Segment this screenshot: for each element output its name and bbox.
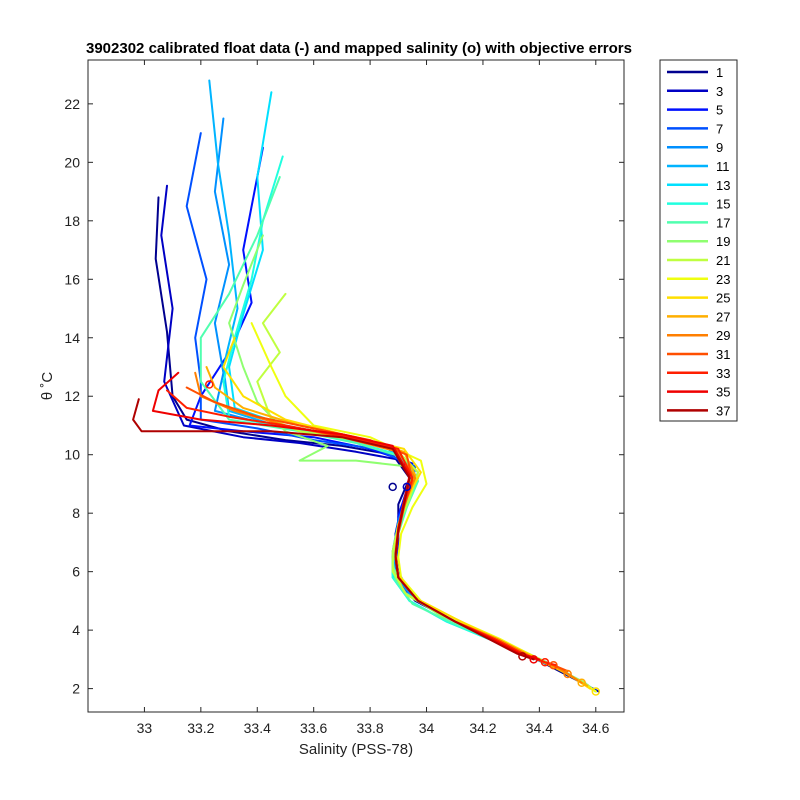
legend-label-13: 13 (716, 178, 730, 193)
y-tick-label: 6 (72, 564, 80, 580)
mapped-salinity-marker (402, 482, 412, 492)
legend-label-37: 37 (716, 403, 730, 418)
x-tick-label: 34.4 (526, 720, 553, 736)
mapped-salinity-marker (563, 669, 572, 679)
legend-label-27: 27 (716, 309, 730, 324)
x-tick-label: 34.6 (582, 720, 609, 736)
y-tick-label: 16 (64, 271, 80, 287)
x-tick-label: 33.2 (187, 720, 214, 736)
y-tick-label: 10 (64, 447, 80, 463)
legend-label-7: 7 (716, 121, 723, 136)
mapped-salinity-marker (518, 652, 527, 661)
legend-label-21: 21 (716, 253, 730, 268)
x-axis-label: Salinity (PSS-78) (299, 741, 413, 758)
legend-label-35: 35 (716, 385, 730, 400)
mapped-salinity-marker (540, 658, 550, 667)
legend-label-33: 33 (716, 366, 730, 381)
legend-label-15: 15 (716, 197, 730, 212)
legend-label-11: 11 (716, 159, 730, 174)
x-tick-label: 33.4 (244, 720, 271, 736)
mapped-salinity-marker (577, 678, 586, 688)
plot-frame (87, 59, 625, 713)
legend-label-9: 9 (716, 140, 723, 155)
axis-ticks: 33 33.2 33.4 33.6 33.8 34 34.2 34.4 34.6 2 4 6 8 10 12… (64, 60, 624, 736)
x-tick-label: 34 (419, 720, 435, 736)
mapped-salinity-marker (205, 380, 214, 389)
legend-label-19: 19 (716, 234, 730, 249)
y-tick-label: 12 (64, 388, 80, 404)
y-tick-label: 2 (72, 681, 80, 697)
mapped-salinity-marker (388, 482, 397, 492)
y-tick-label: 8 (72, 505, 80, 521)
y-axis-label: θ ˚C (39, 372, 56, 401)
legend-label-1: 1 (716, 65, 723, 80)
y-tick-label: 4 (72, 622, 80, 638)
legend-label-23: 23 (716, 272, 730, 287)
y-tick-label: 14 (64, 330, 80, 346)
y-tick-label: 20 (64, 154, 80, 170)
chart-title: 3902302 calibrated float data (-) and ma… (86, 40, 632, 57)
mapped-salinity-marker (549, 660, 558, 670)
y-tick-label: 18 (64, 213, 80, 229)
legend-label-5: 5 (716, 103, 723, 118)
series-line-37 (132, 398, 535, 661)
plot-area (132, 79, 601, 696)
legend-label-3: 3 (716, 84, 723, 99)
x-tick-label: 33 (137, 720, 153, 736)
legend-label-29: 29 (716, 328, 730, 343)
legend-label-17: 17 (716, 215, 730, 230)
legend-label-31: 31 (716, 347, 730, 362)
y-tick-label: 22 (64, 96, 80, 112)
legend-label-25: 25 (716, 291, 730, 306)
mapped-salinity-marker (529, 655, 538, 664)
x-tick-label: 33.8 (356, 720, 383, 736)
x-tick-label: 33.6 (300, 720, 327, 736)
mapped-salinity-marker (591, 687, 601, 696)
x-tick-label: 34.2 (469, 720, 496, 736)
